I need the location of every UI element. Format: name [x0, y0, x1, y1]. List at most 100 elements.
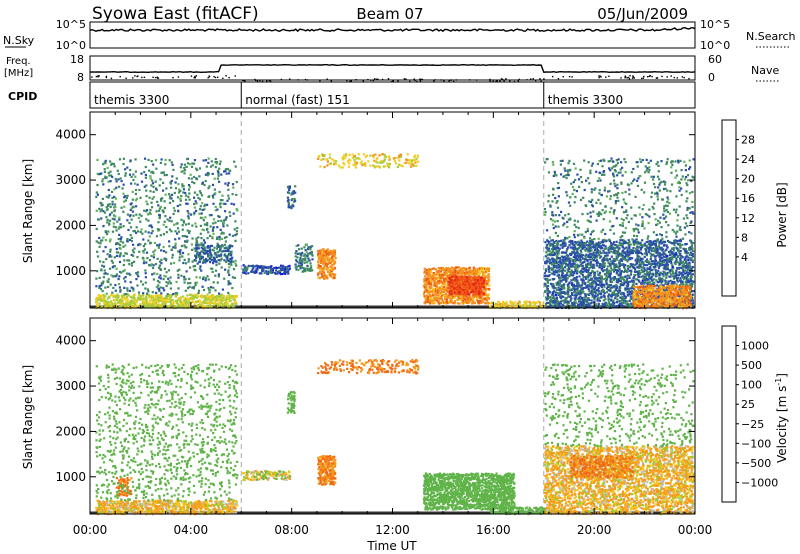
nave-point [409, 80, 411, 83]
heatmap-cell [632, 263, 635, 266]
heatmap-cell [158, 288, 161, 291]
heatmap-cell [447, 284, 450, 287]
heatmap-cell [602, 283, 606, 286]
heatmap-cell [626, 294, 630, 297]
heatmap-cell [198, 251, 201, 254]
heatmap-cell [488, 267, 491, 270]
heatmap-cell [613, 266, 616, 270]
heatmap-cell [602, 263, 605, 266]
heatmap-cell [646, 259, 649, 263]
heatmap-cell [639, 272, 642, 275]
heatmap-cell [146, 292, 149, 295]
heatmap-cell [215, 261, 218, 264]
heatmap-cell [162, 171, 165, 174]
heatmap-cell [637, 273, 640, 276]
heatmap-cell [139, 231, 142, 234]
heatmap-cell [450, 266, 453, 269]
heatmap-cell [101, 290, 104, 293]
heatmap-cell [332, 273, 335, 276]
heatmap-cell [453, 267, 456, 270]
heatmap-cell [150, 160, 153, 163]
heatmap-cell [175, 280, 178, 284]
heatmap-cell [110, 293, 113, 296]
heatmap-cell [233, 295, 236, 298]
nave-point [624, 77, 626, 79]
nave-point [234, 75, 236, 77]
heatmap-cell [214, 166, 217, 169]
heatmap-cell [327, 273, 330, 276]
heatmap-cell [167, 282, 170, 285]
heatmap-cell [597, 283, 600, 286]
heatmap-cell [463, 271, 466, 275]
nave-point [666, 76, 668, 78]
heatmap-cell [155, 188, 158, 191]
heatmap-cell [560, 261, 563, 264]
heatmap-cell [469, 276, 472, 279]
heatmap-cell [284, 272, 287, 275]
heatmap-cell [128, 263, 131, 266]
heatmap-cell [543, 272, 546, 275]
heatmap-cell [455, 282, 458, 285]
heatmap-cell [224, 240, 227, 243]
heatmap-cell [184, 191, 187, 195]
heatmap-cell [474, 293, 477, 296]
heatmap-cell [474, 276, 477, 279]
heatmap-cell [610, 245, 613, 248]
heatmap-cell [468, 297, 471, 300]
heatmap-cell [468, 293, 471, 296]
heatmap-cell [229, 245, 232, 248]
heatmap-cell [198, 208, 202, 211]
heatmap-cell [601, 304, 605, 307]
heatmap-cell [206, 227, 209, 230]
heatmap-cell [216, 295, 219, 298]
heatmap-cell [621, 246, 625, 249]
heatmap-cell [165, 271, 168, 274]
heatmap-cell [207, 231, 210, 234]
heatmap-cell [229, 244, 232, 247]
heatmap-cell [174, 292, 177, 295]
heatmap-cell [568, 244, 571, 247]
heatmap-cell [182, 169, 185, 173]
heatmap-cell [558, 282, 561, 285]
heatmap-cell [627, 253, 630, 256]
heatmap-cell [303, 268, 306, 271]
heatmap-cell [177, 230, 181, 233]
heatmap-cell [561, 246, 564, 249]
heatmap-cell [218, 163, 221, 166]
nave-point [414, 79, 416, 82]
nave-point [568, 75, 571, 78]
heatmap-cell [224, 210, 227, 213]
heatmap-cell [183, 244, 186, 247]
heatmap-cell [551, 292, 554, 295]
heatmap-cell [587, 268, 590, 271]
heatmap-cell [563, 275, 566, 278]
heatmap-cell [437, 276, 440, 279]
heatmap-cell [234, 165, 237, 168]
heatmap-cell [168, 159, 171, 162]
heatmap-cell [551, 284, 554, 287]
heatmap-cell [200, 246, 203, 249]
nave-point [628, 78, 631, 80]
heatmap-cell [114, 203, 117, 206]
heatmap-cell [634, 273, 637, 277]
heatmap-cell [644, 263, 647, 267]
heatmap-cell [213, 188, 216, 191]
heatmap-cell [429, 279, 432, 282]
heatmap-cell [566, 271, 569, 275]
heatmap-cell [452, 302, 455, 305]
heatmap-cell [125, 293, 128, 296]
heatmap-cell [200, 269, 203, 272]
heatmap-cell [617, 244, 620, 247]
heatmap-cell [183, 172, 186, 175]
heatmap-cell [612, 257, 615, 260]
heatmap-cell [333, 251, 336, 254]
heatmap-cell [574, 268, 577, 271]
heatmap-cell [454, 275, 457, 278]
heatmap-cell [618, 285, 621, 289]
heatmap-cell [107, 281, 110, 284]
heatmap-cell [596, 251, 600, 254]
heatmap-cell [223, 236, 227, 239]
nave-point [539, 78, 541, 80]
heatmap-cell [222, 219, 226, 222]
heatmap-cell [596, 283, 599, 287]
